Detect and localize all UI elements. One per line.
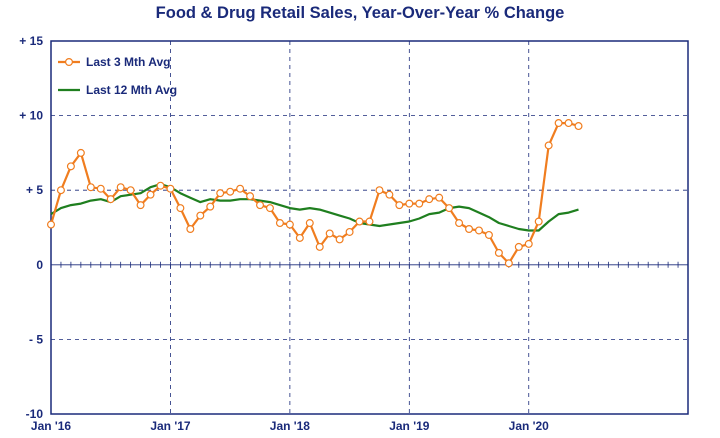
- y-tick-label: + 10: [19, 109, 43, 123]
- x-tick-label: Jan '19: [389, 419, 430, 433]
- data-point: [186, 224, 195, 233]
- data-point: [445, 204, 454, 213]
- chart-title: Food & Drug Retail Sales, Year-Over-Year…: [155, 4, 565, 22]
- data-point: [544, 141, 553, 150]
- data-point: [554, 119, 563, 128]
- data-point: [395, 201, 404, 210]
- data-point: [564, 119, 573, 128]
- data-point: [315, 242, 324, 251]
- data-point: [46, 220, 55, 229]
- series-line-last-12-mth-avg: [50, 183, 579, 232]
- y-tick-label: -10: [26, 407, 44, 421]
- data-point: [106, 195, 115, 204]
- data-point: [56, 186, 65, 195]
- data-point: [176, 204, 185, 213]
- data-point: [285, 220, 294, 229]
- data-point: [265, 204, 274, 213]
- data-point: [156, 181, 165, 190]
- data-point: [574, 122, 583, 131]
- data-point: [246, 192, 255, 201]
- data-point: [524, 239, 533, 248]
- data-point: [514, 242, 523, 251]
- data-point: [504, 259, 513, 268]
- data-point: [206, 202, 215, 211]
- x-tick-label: Jan '20: [509, 419, 550, 433]
- data-point: [216, 189, 225, 198]
- data-point: [494, 248, 503, 257]
- x-tick-label: Jan '18: [270, 419, 311, 433]
- data-point: [116, 183, 125, 192]
- data-point: [484, 230, 493, 239]
- data-point: [236, 184, 245, 193]
- data-point: [435, 193, 444, 202]
- data-point: [126, 186, 135, 195]
- y-tick-label: 0: [36, 258, 43, 272]
- data-point: [465, 224, 474, 233]
- data-point: [136, 201, 145, 210]
- data-point: [166, 184, 175, 193]
- data-point: [355, 217, 364, 226]
- data-point: [455, 219, 464, 228]
- data-point: [425, 195, 434, 204]
- data-point: [275, 219, 284, 228]
- data-point: [76, 148, 85, 157]
- legend-label: Last 12 Mth Avg: [86, 83, 177, 97]
- y-tick-label: + 15: [19, 34, 43, 48]
- y-tick-label: - 5: [29, 332, 43, 346]
- data-point: [226, 187, 235, 196]
- data-point: [474, 226, 483, 235]
- data-point: [325, 229, 334, 238]
- legend-label: Last 3 Mth Avg: [86, 55, 170, 69]
- data-point: [405, 199, 414, 208]
- legend-marker: [64, 57, 73, 66]
- data-point: [295, 233, 304, 242]
- data-point: [96, 184, 105, 193]
- data-point: [305, 219, 314, 228]
- x-tick-label: Jan '16: [31, 419, 72, 433]
- data-point: [534, 217, 543, 226]
- data-point: [86, 183, 95, 192]
- data-point: [196, 211, 205, 220]
- data-point: [256, 201, 265, 210]
- data-point: [365, 217, 374, 226]
- data-point: [66, 162, 75, 171]
- data-point: [415, 199, 424, 208]
- x-tick-label: Jan '17: [150, 419, 191, 433]
- y-tick-label: + 5: [26, 183, 43, 197]
- data-point: [375, 186, 384, 195]
- data-point: [345, 227, 354, 236]
- data-point: [385, 190, 394, 199]
- data-point: [146, 190, 155, 199]
- data-point: [335, 235, 344, 244]
